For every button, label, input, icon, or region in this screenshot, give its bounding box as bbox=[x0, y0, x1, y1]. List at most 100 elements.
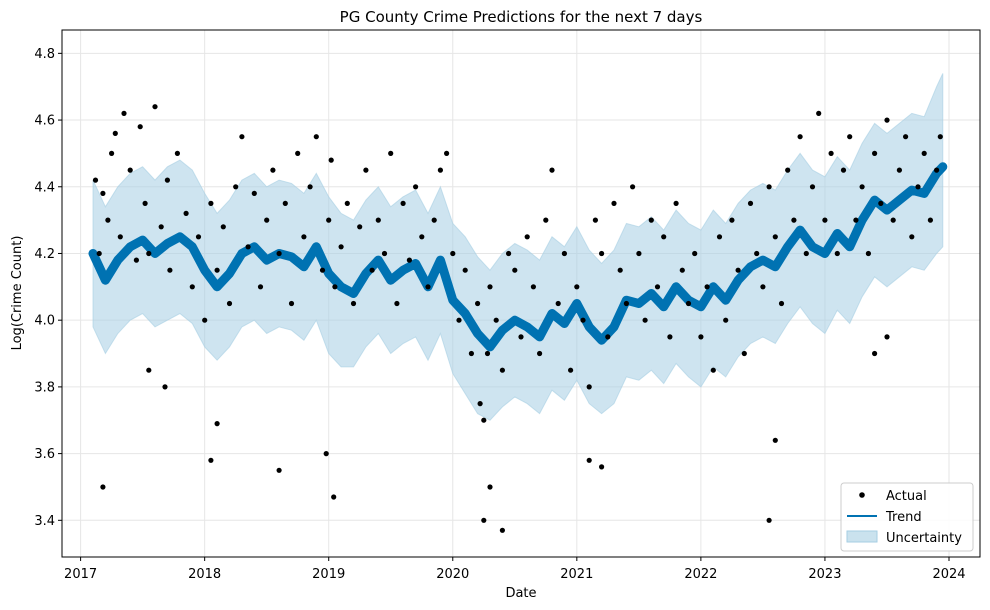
actual-point bbox=[481, 517, 487, 523]
uncertainty-band-area bbox=[92, 73, 944, 421]
y-axis-ticks: 3.4 3.6 3.8 4.0 4.2 4.4 4.6 4.8 bbox=[34, 47, 62, 529]
y-tick-label: 4.0 bbox=[34, 314, 55, 329]
actual-point bbox=[654, 284, 661, 290]
legend-actual-marker bbox=[859, 492, 865, 498]
actual-point bbox=[909, 234, 915, 240]
actual-point bbox=[754, 250, 760, 257]
actual-point bbox=[127, 167, 133, 173]
actual-point bbox=[239, 134, 245, 140]
y-tick-label: 4.4 bbox=[34, 180, 55, 195]
trend-line bbox=[88, 162, 948, 352]
actual-point bbox=[816, 110, 822, 116]
actual-point bbox=[233, 184, 239, 190]
actual-point bbox=[276, 467, 282, 473]
actual-point bbox=[493, 317, 499, 323]
actual-point bbox=[524, 234, 530, 240]
actual-point bbox=[840, 167, 847, 173]
actual-point bbox=[599, 464, 605, 470]
actual-point bbox=[301, 234, 307, 240]
actual-point bbox=[328, 157, 334, 163]
actual-point bbox=[679, 267, 685, 273]
actual-point bbox=[791, 217, 797, 223]
actual-point bbox=[673, 200, 679, 206]
actual-point bbox=[642, 317, 648, 323]
actual-point bbox=[884, 117, 890, 123]
actual-point bbox=[326, 217, 332, 223]
actual-point bbox=[915, 184, 921, 190]
actual-point bbox=[630, 184, 636, 190]
actual-point bbox=[313, 134, 319, 140]
actual-point bbox=[202, 317, 208, 323]
actual-point bbox=[834, 250, 840, 257]
actual-point bbox=[195, 234, 202, 240]
actual-point bbox=[484, 350, 491, 357]
actual-point bbox=[369, 267, 375, 273]
actual-point bbox=[189, 284, 195, 290]
actual-point bbox=[319, 267, 326, 273]
actual-point bbox=[661, 234, 667, 240]
actual-point bbox=[413, 184, 419, 190]
actual-point bbox=[568, 367, 574, 373]
actual-point bbox=[549, 167, 555, 173]
actual-point bbox=[152, 104, 158, 110]
actual-point bbox=[450, 250, 456, 257]
actual-point bbox=[685, 300, 692, 307]
actual-point bbox=[561, 250, 568, 257]
actual-point bbox=[937, 134, 943, 140]
actual-point bbox=[853, 217, 859, 223]
actual-point bbox=[872, 150, 878, 156]
actual-point bbox=[772, 234, 778, 240]
actual-point bbox=[623, 300, 630, 307]
actual-point bbox=[251, 190, 257, 196]
y-axis-label: Log(Crime Count) bbox=[10, 236, 25, 351]
actual-point bbox=[890, 217, 896, 223]
actual-point bbox=[878, 200, 884, 206]
actual-point bbox=[282, 200, 288, 206]
actual-point bbox=[741, 350, 747, 357]
actual-point bbox=[109, 150, 115, 156]
x-tick-label: 2018 bbox=[188, 567, 221, 582]
actual-point bbox=[468, 350, 474, 357]
actual-point bbox=[592, 217, 599, 223]
actual-point bbox=[375, 217, 381, 223]
trend-series bbox=[88, 162, 948, 352]
actual-point bbox=[363, 167, 369, 173]
actual-point bbox=[162, 384, 168, 390]
actual-point bbox=[599, 250, 605, 257]
actual-point bbox=[357, 224, 363, 230]
actual-point bbox=[512, 267, 518, 273]
actual-point bbox=[350, 300, 357, 307]
actual-point bbox=[400, 200, 406, 206]
actual-point bbox=[723, 317, 729, 323]
actual-point bbox=[388, 150, 394, 156]
legend-trend-label: Trend bbox=[885, 510, 922, 525]
actual-point bbox=[323, 451, 329, 457]
actual-point bbox=[406, 257, 412, 263]
actual-point bbox=[226, 300, 233, 307]
actual-point bbox=[921, 150, 927, 156]
x-tick-label: 2017 bbox=[64, 567, 97, 582]
actual-point bbox=[884, 334, 890, 340]
y-tick-label: 4.6 bbox=[34, 114, 55, 129]
actual-point bbox=[475, 300, 481, 307]
actual-point bbox=[456, 317, 462, 323]
actual-point bbox=[477, 401, 483, 407]
actual-point bbox=[586, 384, 592, 390]
actual-point bbox=[772, 437, 778, 443]
actual-point bbox=[214, 421, 220, 427]
actual-point bbox=[338, 244, 344, 250]
actual-point bbox=[506, 250, 512, 257]
actual-point bbox=[822, 217, 828, 223]
actual-point bbox=[183, 210, 189, 216]
actual-point bbox=[903, 134, 909, 140]
actual-point bbox=[747, 200, 754, 206]
actual-point bbox=[444, 150, 450, 156]
actual-point bbox=[137, 124, 143, 130]
legend-uncertainty-patch bbox=[846, 530, 878, 543]
actual-point bbox=[555, 300, 561, 307]
x-axis-label: Date bbox=[505, 586, 536, 601]
actual-point bbox=[394, 300, 400, 307]
actual-point bbox=[927, 217, 934, 223]
actual-point bbox=[425, 284, 431, 290]
